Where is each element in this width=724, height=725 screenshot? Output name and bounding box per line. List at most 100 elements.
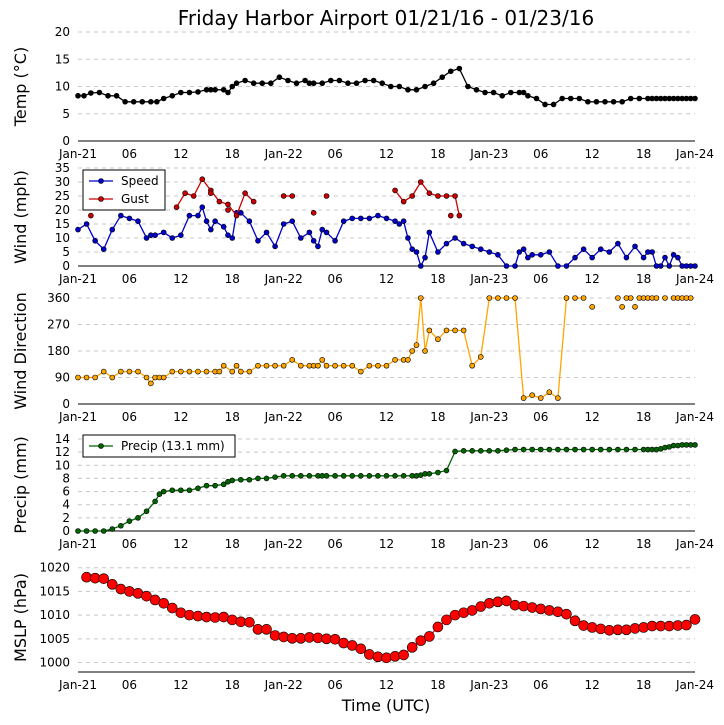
x-tick-label: Jan-22 [264,678,303,692]
legend-swatch-marker [98,178,104,184]
x-tick-label: 18 [636,537,651,551]
data-point [259,80,266,87]
data-point [229,83,236,90]
y-tick-label: 1000 [39,656,70,670]
data-point [323,193,330,199]
y-tick-label: 0 [62,259,70,273]
data-point [400,198,407,205]
data-point [250,198,257,205]
data-point [225,207,231,213]
data-point [499,92,505,99]
data-point [563,263,570,269]
data-point [109,226,116,233]
data-point [460,448,467,454]
data-point [124,586,135,597]
data-point [340,218,347,224]
x-tick-label: 06 [122,147,137,161]
data-point [447,212,454,219]
data-point [182,190,188,196]
data-point [261,624,272,635]
x-tick-label: Jan-24 [675,537,714,551]
data-point [75,374,81,381]
data-point [143,508,150,515]
data-point [542,101,548,108]
x-tick-label: 18 [430,272,445,286]
x-tick-label: Jan-22 [264,147,303,161]
data-point [640,254,647,261]
data-point [452,327,458,334]
data-point [580,246,587,252]
x-tick-label: 12 [585,272,600,286]
data-point [178,487,184,494]
data-point [687,295,694,301]
data-point [246,476,253,483]
x-tick-label: Jan-21 [58,537,97,551]
data-point [615,446,621,453]
series-line-temp [78,67,695,106]
data-point [597,446,604,453]
y-tick-label: 90 [55,371,70,385]
data-point [212,218,218,224]
data-point [460,240,467,247]
data-point [392,357,398,363]
y-tick-label: 15 [55,217,70,231]
data-point [555,446,561,453]
data-point [529,392,535,398]
panel-mslp: 1000 1005 1010 1015 1020 Jan-21 06 12 18 Jan-22 06… [11,561,714,692]
data-point [135,515,141,521]
x-tick-label: 12 [173,537,188,551]
data-point [469,448,475,454]
data-point [126,368,133,375]
data-point [593,98,600,105]
data-point [516,249,523,255]
data-point [109,374,116,381]
data-point [537,446,544,453]
data-point [615,240,621,247]
data-point [469,243,475,250]
x-tick-label: 12 [173,410,188,424]
data-point [143,235,150,241]
y-tick-label: 5 [62,245,70,259]
data-point [272,474,278,480]
data-point [83,374,90,381]
data-point [597,246,604,252]
data-point [289,218,296,224]
data-point [443,240,450,247]
data-point [250,80,257,87]
data-point [512,446,518,453]
data-point [100,246,107,252]
data-point [276,74,283,81]
data-point [345,80,351,87]
data-point [602,98,608,105]
y-tick-label: 0 [62,134,70,148]
data-point [289,357,296,363]
data-point [88,90,94,96]
data-point [178,232,184,238]
data-point [550,101,557,108]
x-tick-label: Jan-22 [264,272,303,286]
data-point [156,491,163,498]
panel-temp: 0 5 10 15 20 Jan-21 06 12 18 Jan-22 06 12 18 Jan-23 06… [11,25,714,161]
x-tick-label: 18 [225,410,240,424]
y-tick-label: 20 [55,203,70,217]
data-point [512,295,518,301]
x-tick-label: 06 [327,537,342,551]
x-tick-label: 06 [533,272,548,286]
data-point [310,210,317,216]
data-point [409,348,416,354]
data-point [263,229,270,236]
data-point [332,238,338,244]
data-point [272,243,278,250]
data-point [417,179,424,185]
data-point [355,643,367,655]
data-point [675,254,681,261]
x-tick-label: 18 [225,537,240,551]
data-point [208,226,214,233]
legend-label: Gust [121,192,149,206]
data-point [383,215,390,222]
data-point [417,263,424,269]
data-point [306,229,313,236]
data-point [375,212,381,219]
data-point [580,446,587,453]
data-point [242,77,248,84]
